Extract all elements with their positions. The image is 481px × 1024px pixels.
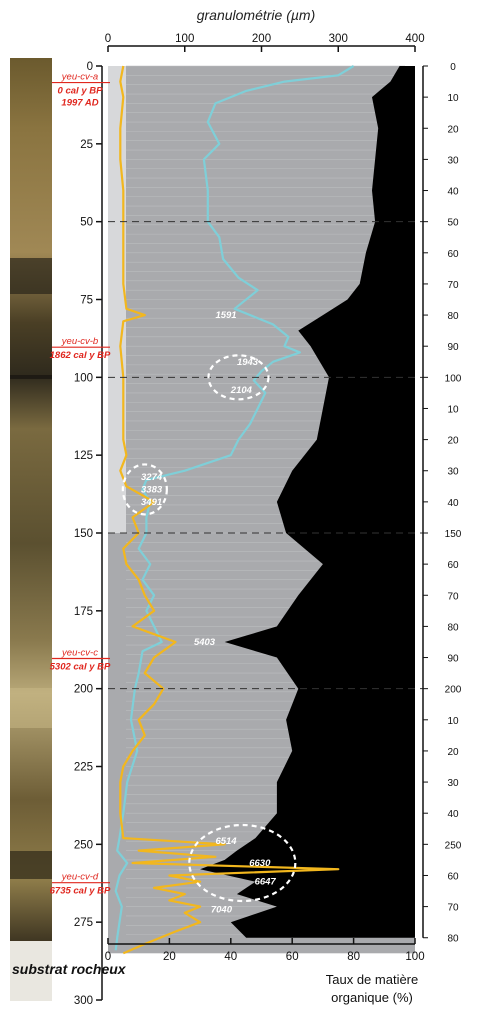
date-label: 3383 bbox=[141, 484, 163, 495]
bottom-axis-tick-label: 20 bbox=[163, 951, 176, 963]
sample-age: 6735 cal y BP bbox=[50, 886, 111, 897]
right-scale-label: 10 bbox=[447, 716, 459, 727]
bottom-axis-tick-label: 60 bbox=[286, 951, 299, 963]
right-scale-label: 60 bbox=[447, 871, 459, 882]
top-axis-tick-label: 100 bbox=[175, 33, 194, 45]
depth-axis-tick-label: 175 bbox=[74, 606, 93, 618]
series-yellow-line bbox=[119, 65, 340, 955]
sample-id: yeu-cv-b bbox=[61, 336, 98, 347]
right-scale-label: 10 bbox=[447, 93, 459, 104]
depth-axis-tick-label: 25 bbox=[80, 139, 93, 151]
right-scale-label: 100 bbox=[445, 373, 462, 384]
core-band bbox=[10, 375, 52, 379]
date-label: 5403 bbox=[194, 637, 216, 648]
right-scale-label: 30 bbox=[447, 778, 459, 789]
date-label: 2104 bbox=[230, 385, 253, 396]
right-scale-label: 80 bbox=[447, 311, 459, 322]
series-layer bbox=[114, 65, 415, 955]
depth-axis-tick-label: 275 bbox=[74, 917, 93, 929]
date-label: 6514 bbox=[215, 836, 237, 847]
date-group-ellipse bbox=[207, 354, 270, 401]
sample-id: yeu-cv-a bbox=[61, 72, 98, 83]
top-axis-title: granulométrie (µm) bbox=[197, 7, 316, 23]
depth-axis-tick-label: 150 bbox=[74, 528, 93, 540]
right-scale-label: 250 bbox=[445, 840, 462, 851]
sample-id: yeu-cv-d bbox=[61, 872, 99, 883]
date-label: 1943 bbox=[237, 357, 259, 368]
core-band bbox=[10, 688, 52, 728]
bottom-axis-title-line2: organique (%) bbox=[331, 990, 413, 1005]
top-axis-tick-label: 400 bbox=[405, 33, 424, 45]
right-scale-label: 80 bbox=[447, 934, 459, 945]
right-scale-label: 40 bbox=[447, 187, 459, 198]
date-group-ellipse bbox=[188, 823, 297, 903]
depth-axis-tick-label: 300 bbox=[74, 995, 93, 1007]
depth-axis-tick-label: 200 bbox=[74, 684, 93, 696]
sample-date: 1997 AD bbox=[61, 98, 98, 109]
right-scale-label: 20 bbox=[447, 124, 459, 135]
date-label: 3491 bbox=[141, 497, 162, 508]
right-scale-label: 200 bbox=[445, 685, 462, 696]
core-band bbox=[10, 258, 52, 294]
right-scale-label: 90 bbox=[447, 342, 459, 353]
date-label: 1591 bbox=[215, 310, 236, 321]
right-scale-label: 40 bbox=[447, 809, 459, 820]
series-organic-matter-area bbox=[200, 66, 415, 938]
date-label: 6630 bbox=[249, 858, 271, 869]
right-scale-label: 0 bbox=[450, 62, 456, 73]
depth-axis-tick-label: 0 bbox=[87, 61, 93, 73]
right-scale-label: 60 bbox=[447, 249, 459, 260]
depth-axis-tick-label: 250 bbox=[74, 839, 93, 851]
right-scale-label: 80 bbox=[447, 622, 459, 633]
sample-age: 0 cal y BP bbox=[58, 86, 104, 97]
core-band bbox=[10, 851, 52, 879]
bottom-axis-tick-label: 100 bbox=[405, 951, 424, 963]
depth-axis-tick-label: 125 bbox=[74, 450, 93, 462]
right-scale-label: 50 bbox=[447, 218, 459, 229]
top-axis-tick-label: 200 bbox=[252, 33, 271, 45]
date-label: 6647 bbox=[255, 877, 277, 888]
depth-axis-tick-label: 75 bbox=[80, 295, 93, 307]
series-granulometry-line bbox=[114, 65, 355, 951]
top-axis-tick-label: 0 bbox=[105, 33, 111, 45]
bottom-axis-title-line1: Taux de matière bbox=[326, 972, 419, 987]
right-scale-label: 10 bbox=[447, 404, 459, 415]
right-scale-label: 70 bbox=[447, 591, 459, 602]
date-label: 7040 bbox=[211, 905, 233, 916]
right-scale-label: 20 bbox=[447, 747, 459, 758]
bottom-axis-tick-label: 40 bbox=[224, 951, 237, 963]
date-label: 3274 bbox=[141, 472, 163, 483]
bottom-axis-tick-label: 80 bbox=[347, 951, 360, 963]
right-scale-label: 20 bbox=[447, 436, 459, 447]
depth-axis-tick-label: 100 bbox=[74, 372, 93, 384]
right-scale-label: 70 bbox=[447, 280, 459, 291]
top-axis-tick-label: 300 bbox=[329, 33, 348, 45]
date-group-ellipse bbox=[121, 463, 168, 516]
sample-id: yeu-cv-c bbox=[61, 648, 98, 659]
right-scale-label: 60 bbox=[447, 560, 459, 571]
core-photo bbox=[10, 58, 52, 941]
sample-age: 1862 cal y BP bbox=[50, 350, 111, 361]
bottom-axis-tick-label: 0 bbox=[105, 951, 111, 963]
sample-age: 5302 cal y BP bbox=[50, 662, 111, 673]
right-scale-label: 30 bbox=[447, 467, 459, 478]
right-scale-label: 150 bbox=[445, 529, 462, 540]
right-scale-label: 40 bbox=[447, 498, 459, 509]
substrate-label: substrat rocheux bbox=[12, 961, 127, 977]
core-base bbox=[10, 941, 52, 1001]
right-scale-label: 70 bbox=[447, 903, 459, 914]
depth-axis-tick-label: 225 bbox=[74, 762, 93, 774]
right-scale-label: 90 bbox=[447, 654, 459, 665]
right-scale-label: 30 bbox=[447, 155, 459, 166]
depth-axis-tick-label: 50 bbox=[80, 217, 93, 229]
